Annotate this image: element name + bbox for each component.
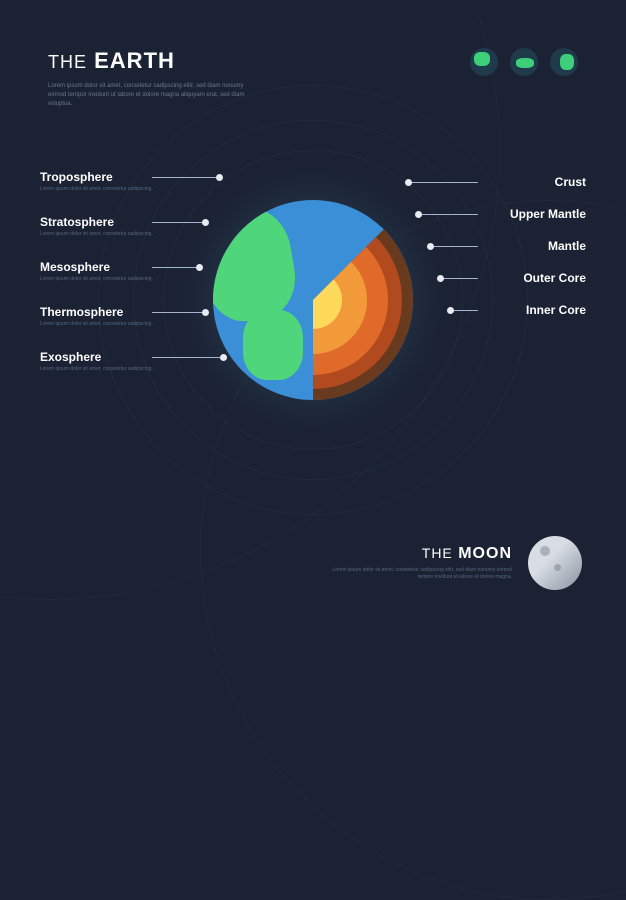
label-desc: Lorem ipsum dolor sit amet, consetetur s… bbox=[40, 231, 180, 238]
leader-line bbox=[152, 177, 216, 178]
label-thermosphere: Thermosphere Lorem ipsum dolor sit amet,… bbox=[40, 305, 180, 328]
leader-dot bbox=[405, 179, 412, 186]
label-outer-core: Outer Core bbox=[446, 271, 586, 285]
title-prefix: THE bbox=[48, 52, 87, 72]
leader-dot bbox=[202, 219, 209, 226]
moon-desc: Lorem ipsum dolor sit amet, consetetur s… bbox=[322, 567, 512, 581]
interior-labels: Crust Upper Mantle Mantle Outer Core Inn… bbox=[446, 175, 586, 335]
earth-cutaway bbox=[213, 200, 413, 400]
leader-line bbox=[412, 182, 478, 183]
leader-line bbox=[152, 267, 196, 268]
leader-dot bbox=[216, 174, 223, 181]
globe-icon-row bbox=[470, 48, 578, 109]
label-desc: Lorem ipsum dolor sit amet, consetetur s… bbox=[40, 276, 180, 283]
label-upper-mantle: Upper Mantle bbox=[446, 207, 586, 221]
title-main: EARTH bbox=[94, 48, 175, 73]
label-mantle: Mantle bbox=[446, 239, 586, 253]
moon-title: THE MOON bbox=[322, 545, 512, 563]
globe-icon bbox=[550, 48, 578, 76]
page-title: THE EARTH bbox=[48, 48, 258, 74]
leader-dot bbox=[427, 243, 434, 250]
leader-line bbox=[152, 222, 202, 223]
label-crust: Crust bbox=[446, 175, 586, 189]
leader-dot bbox=[447, 307, 454, 314]
leader-dot bbox=[437, 275, 444, 282]
label-exosphere: Exosphere Lorem ipsum dolor sit amet, co… bbox=[40, 350, 180, 373]
title-block: THE EARTH Lorem ipsum dolor sit amet, co… bbox=[48, 48, 258, 109]
leader-line bbox=[152, 357, 220, 358]
label-desc: Lorem ipsum dolor sit amet, consetetur s… bbox=[40, 321, 180, 328]
atmosphere-labels: Troposphere Lorem ipsum dolor sit amet, … bbox=[40, 170, 180, 395]
label-troposphere: Troposphere Lorem ipsum dolor sit amet, … bbox=[40, 170, 180, 193]
moon-title-main: MOON bbox=[458, 545, 512, 562]
label-desc: Lorem ipsum dolor sit amet, consetetur s… bbox=[40, 366, 180, 373]
leader-line bbox=[434, 246, 478, 247]
leader-line bbox=[152, 312, 202, 313]
earth-diagram bbox=[173, 160, 453, 440]
leader-dot bbox=[202, 309, 209, 316]
leader-dot bbox=[196, 264, 203, 271]
label-inner-core: Inner Core bbox=[446, 303, 586, 317]
leader-dot bbox=[220, 354, 227, 361]
label-mesosphere: Mesosphere Lorem ipsum dolor sit amet, c… bbox=[40, 260, 180, 283]
leader-line bbox=[444, 278, 478, 279]
moon-icon bbox=[528, 536, 582, 590]
globe-icon bbox=[470, 48, 498, 76]
moon-section: THE MOON Lorem ipsum dolor sit amet, con… bbox=[322, 536, 582, 590]
label-stratosphere: Stratosphere Lorem ipsum dolor sit amet,… bbox=[40, 215, 180, 238]
leader-line bbox=[454, 310, 478, 311]
moon-text: THE MOON Lorem ipsum dolor sit amet, con… bbox=[322, 545, 512, 581]
leader-line bbox=[422, 214, 478, 215]
leader-dot bbox=[415, 211, 422, 218]
label-desc: Lorem ipsum dolor sit amet, consetetur s… bbox=[40, 186, 180, 193]
globe-icon bbox=[510, 48, 538, 76]
layer-inner-core bbox=[284, 271, 342, 329]
moon-title-prefix: THE bbox=[422, 545, 453, 561]
